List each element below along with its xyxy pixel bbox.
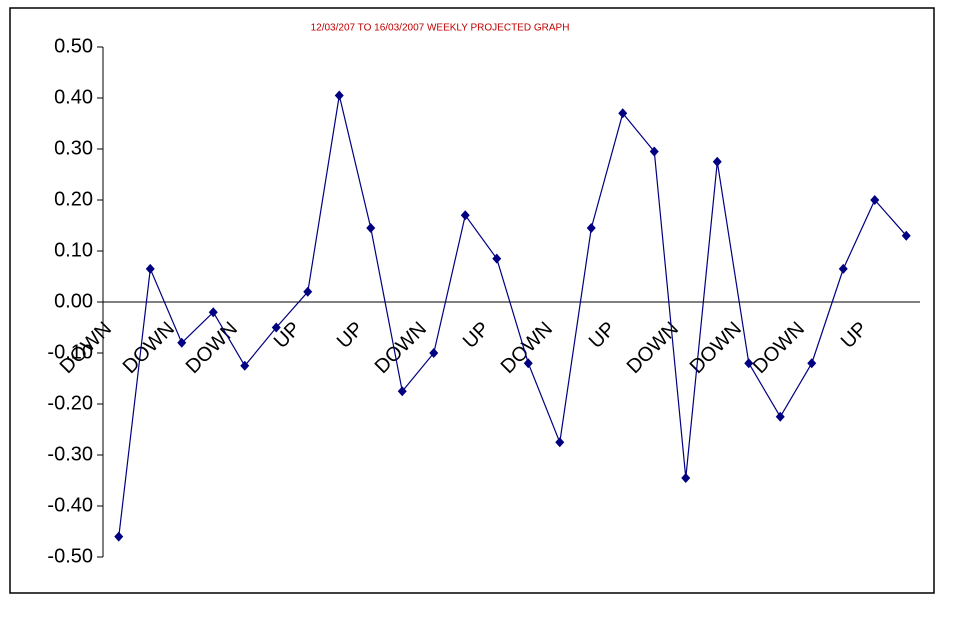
data-point [649, 146, 659, 157]
data-point [397, 386, 407, 397]
y-tick-label: -0.40 [47, 494, 93, 516]
data-point [429, 348, 439, 358]
data-point [145, 263, 155, 274]
data-point [271, 322, 281, 333]
y-tick-label: 0.10 [54, 239, 93, 261]
data-point [870, 195, 880, 205]
series-line [118, 95, 907, 537]
data-point [208, 307, 218, 318]
data-point [177, 337, 187, 348]
chart-title: 12/03/207 TO 16/03/2007 WEEKLY PROJECTED… [311, 23, 570, 34]
y-tick-label: 0.00 [54, 290, 93, 312]
data-point [366, 223, 376, 234]
data-point [744, 358, 754, 369]
data-point [303, 286, 313, 297]
data-point [807, 358, 817, 369]
data-point [838, 263, 848, 274]
chart-border [9, 7, 935, 594]
data-point [492, 253, 502, 264]
data-point [555, 437, 565, 448]
data-point [586, 223, 596, 234]
y-tick-label: 0.50 [54, 35, 93, 57]
data-point [114, 531, 124, 542]
y-tick-label: 0.40 [54, 86, 93, 108]
data-point [901, 230, 911, 241]
y-tick-label: -0.20 [47, 392, 93, 414]
y-tick-label: -0.50 [47, 545, 93, 567]
y-tick-label: -0.10 [47, 341, 93, 363]
data-point [334, 90, 344, 101]
data-point [460, 210, 470, 221]
data-point [523, 358, 533, 369]
data-point [618, 108, 628, 119]
y-tick-label: 0.30 [54, 137, 93, 159]
data-point [681, 472, 691, 483]
y-tick-label: 0.20 [54, 188, 93, 210]
data-point [240, 360, 250, 371]
data-point [712, 156, 722, 167]
data-point [775, 411, 785, 422]
y-tick-label: -0.30 [47, 443, 93, 465]
